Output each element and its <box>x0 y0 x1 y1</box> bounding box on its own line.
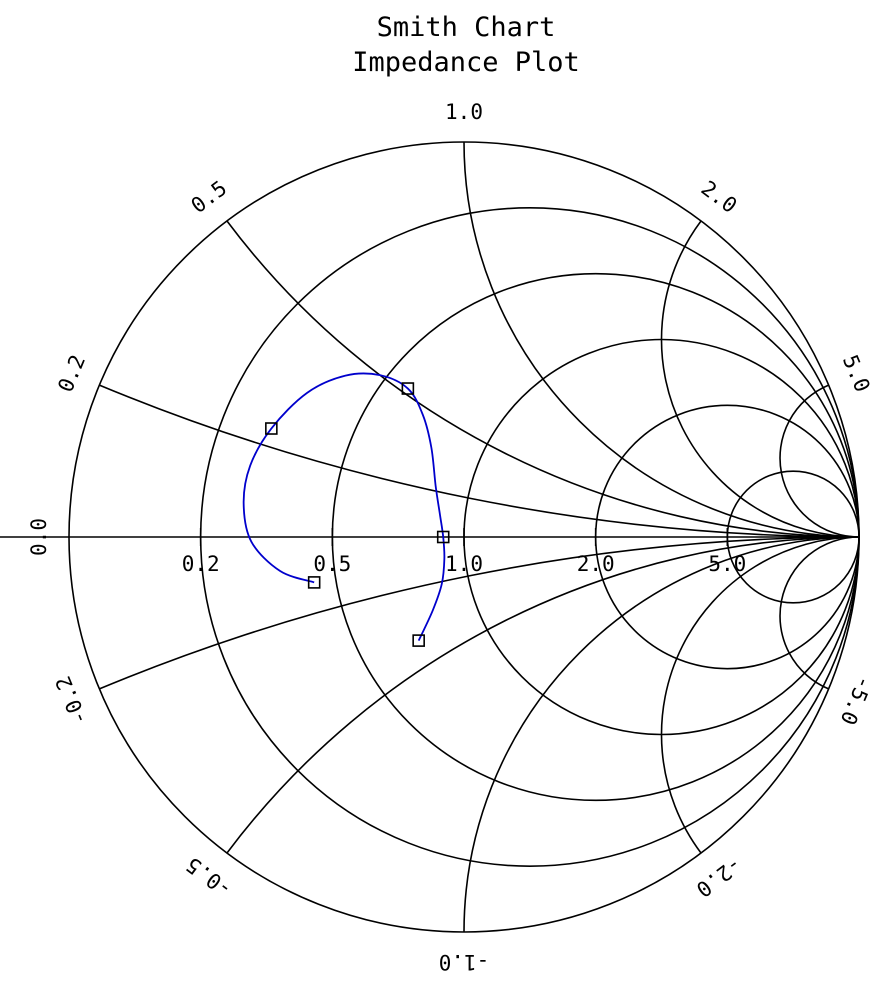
reactance-label: -5.0 <box>836 673 878 729</box>
reactance-label: 1.0 <box>445 100 483 124</box>
resistance-label: 2.0 <box>577 552 615 576</box>
data-point-marker <box>265 422 278 435</box>
reactance-arc-2 <box>660 220 860 538</box>
reactance-label: -0.2 <box>51 673 93 729</box>
reactance-arc-0_2 <box>99 384 860 538</box>
resistance-label: 0.2 <box>182 552 220 576</box>
reactance-label: -0.5 <box>182 852 237 902</box>
reactance-label: 0.0 <box>27 518 51 556</box>
chart-data-layer <box>242 372 450 647</box>
series-curve-0 <box>242 372 446 641</box>
chart-grid <box>0 141 860 933</box>
data-point-marker <box>412 634 425 647</box>
chart-title: Smith Chart <box>377 12 556 43</box>
reactance-label: 2.0 <box>697 176 742 218</box>
reactance-label: 5.0 <box>838 351 875 395</box>
reactance-label: -1.0 <box>439 950 490 974</box>
reactance-arc-5 <box>779 384 860 538</box>
reactance-arc-neg1 <box>463 536 860 933</box>
reactance-arc-0_5 <box>226 220 860 538</box>
chart-subtitle: Impedance Plot <box>352 47 580 78</box>
reactance-label: -2.0 <box>692 852 747 902</box>
data-point-marker <box>436 530 450 544</box>
reactance-label: 0.5 <box>187 176 232 218</box>
reactance-label: 0.2 <box>53 351 90 395</box>
resistance-label: 5.0 <box>708 552 746 576</box>
resistance-label: 0.5 <box>313 552 351 576</box>
data-point-marker <box>401 382 415 395</box>
reactance-arc-neg0_5 <box>226 536 860 854</box>
resistance-label: 1.0 <box>445 552 483 576</box>
reactance-arc-neg0_2 <box>99 536 860 690</box>
reactance-arc-neg2 <box>660 536 860 854</box>
data-point-marker <box>307 576 321 589</box>
reactance-arc-neg5 <box>779 536 860 690</box>
reactance-arc-1 <box>463 141 860 538</box>
chart-labels: Smith Chart Impedance Plot 0.2 0.5 1.0 2.0 5… <box>27 12 877 974</box>
